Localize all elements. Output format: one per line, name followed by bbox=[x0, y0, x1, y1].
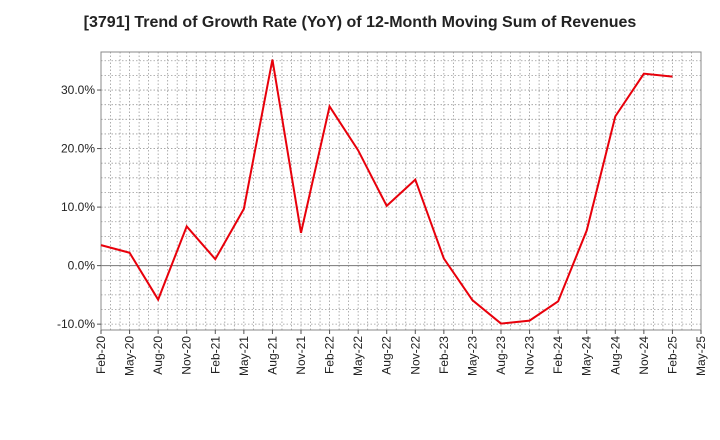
x-tick-label: Feb-25 bbox=[665, 336, 679, 374]
x-tick-label: Aug-24 bbox=[608, 336, 622, 375]
y-tick-label: -10.0% bbox=[57, 317, 95, 331]
chart-title: [3791] Trend of Growth Rate (YoY) of 12-… bbox=[83, 14, 637, 31]
x-tick-label: Aug-22 bbox=[380, 336, 394, 375]
x-tick-label: May-22 bbox=[351, 336, 365, 376]
series-layer bbox=[100, 59, 673, 325]
x-tick-label: May-21 bbox=[237, 336, 251, 376]
y-tick-label: 10.0% bbox=[61, 200, 95, 214]
grid-layer bbox=[100, 52, 702, 330]
x-tick-label: May-24 bbox=[580, 336, 594, 376]
x-tick-label: Nov-23 bbox=[523, 336, 537, 375]
y-tick-label: 20.0% bbox=[61, 142, 95, 156]
x-tick-label: Feb-21 bbox=[208, 336, 222, 374]
x-tick-label: Nov-20 bbox=[180, 336, 194, 375]
x-tick-label: Feb-22 bbox=[323, 336, 337, 374]
x-tick-label: Aug-23 bbox=[494, 336, 508, 375]
x-tick-label: May-20 bbox=[123, 336, 137, 376]
x-tick-label: Feb-24 bbox=[551, 336, 565, 374]
y-tick-label: 0.0% bbox=[68, 259, 96, 273]
tick-label-layer: -10.0% 0.0% 10.0% 20.0% 30.0% Feb-20 May-20 Aug… bbox=[57, 83, 708, 376]
y-tick-label: 30.0% bbox=[61, 83, 95, 97]
x-tick-label: Nov-22 bbox=[408, 336, 422, 375]
x-tick-label: May-25 bbox=[694, 336, 708, 376]
x-tick-label: Nov-21 bbox=[294, 336, 308, 375]
x-tick-label: Feb-20 bbox=[94, 336, 108, 374]
x-tick-label: Nov-24 bbox=[637, 336, 651, 375]
x-tick-label: May-23 bbox=[465, 336, 479, 376]
x-tick-label: Feb-23 bbox=[437, 336, 451, 374]
axis-layer bbox=[97, 51, 702, 334]
x-tick-label: Aug-20 bbox=[151, 336, 165, 375]
x-tick-label: Aug-21 bbox=[265, 336, 279, 375]
plot-area-border bbox=[100, 51, 702, 331]
